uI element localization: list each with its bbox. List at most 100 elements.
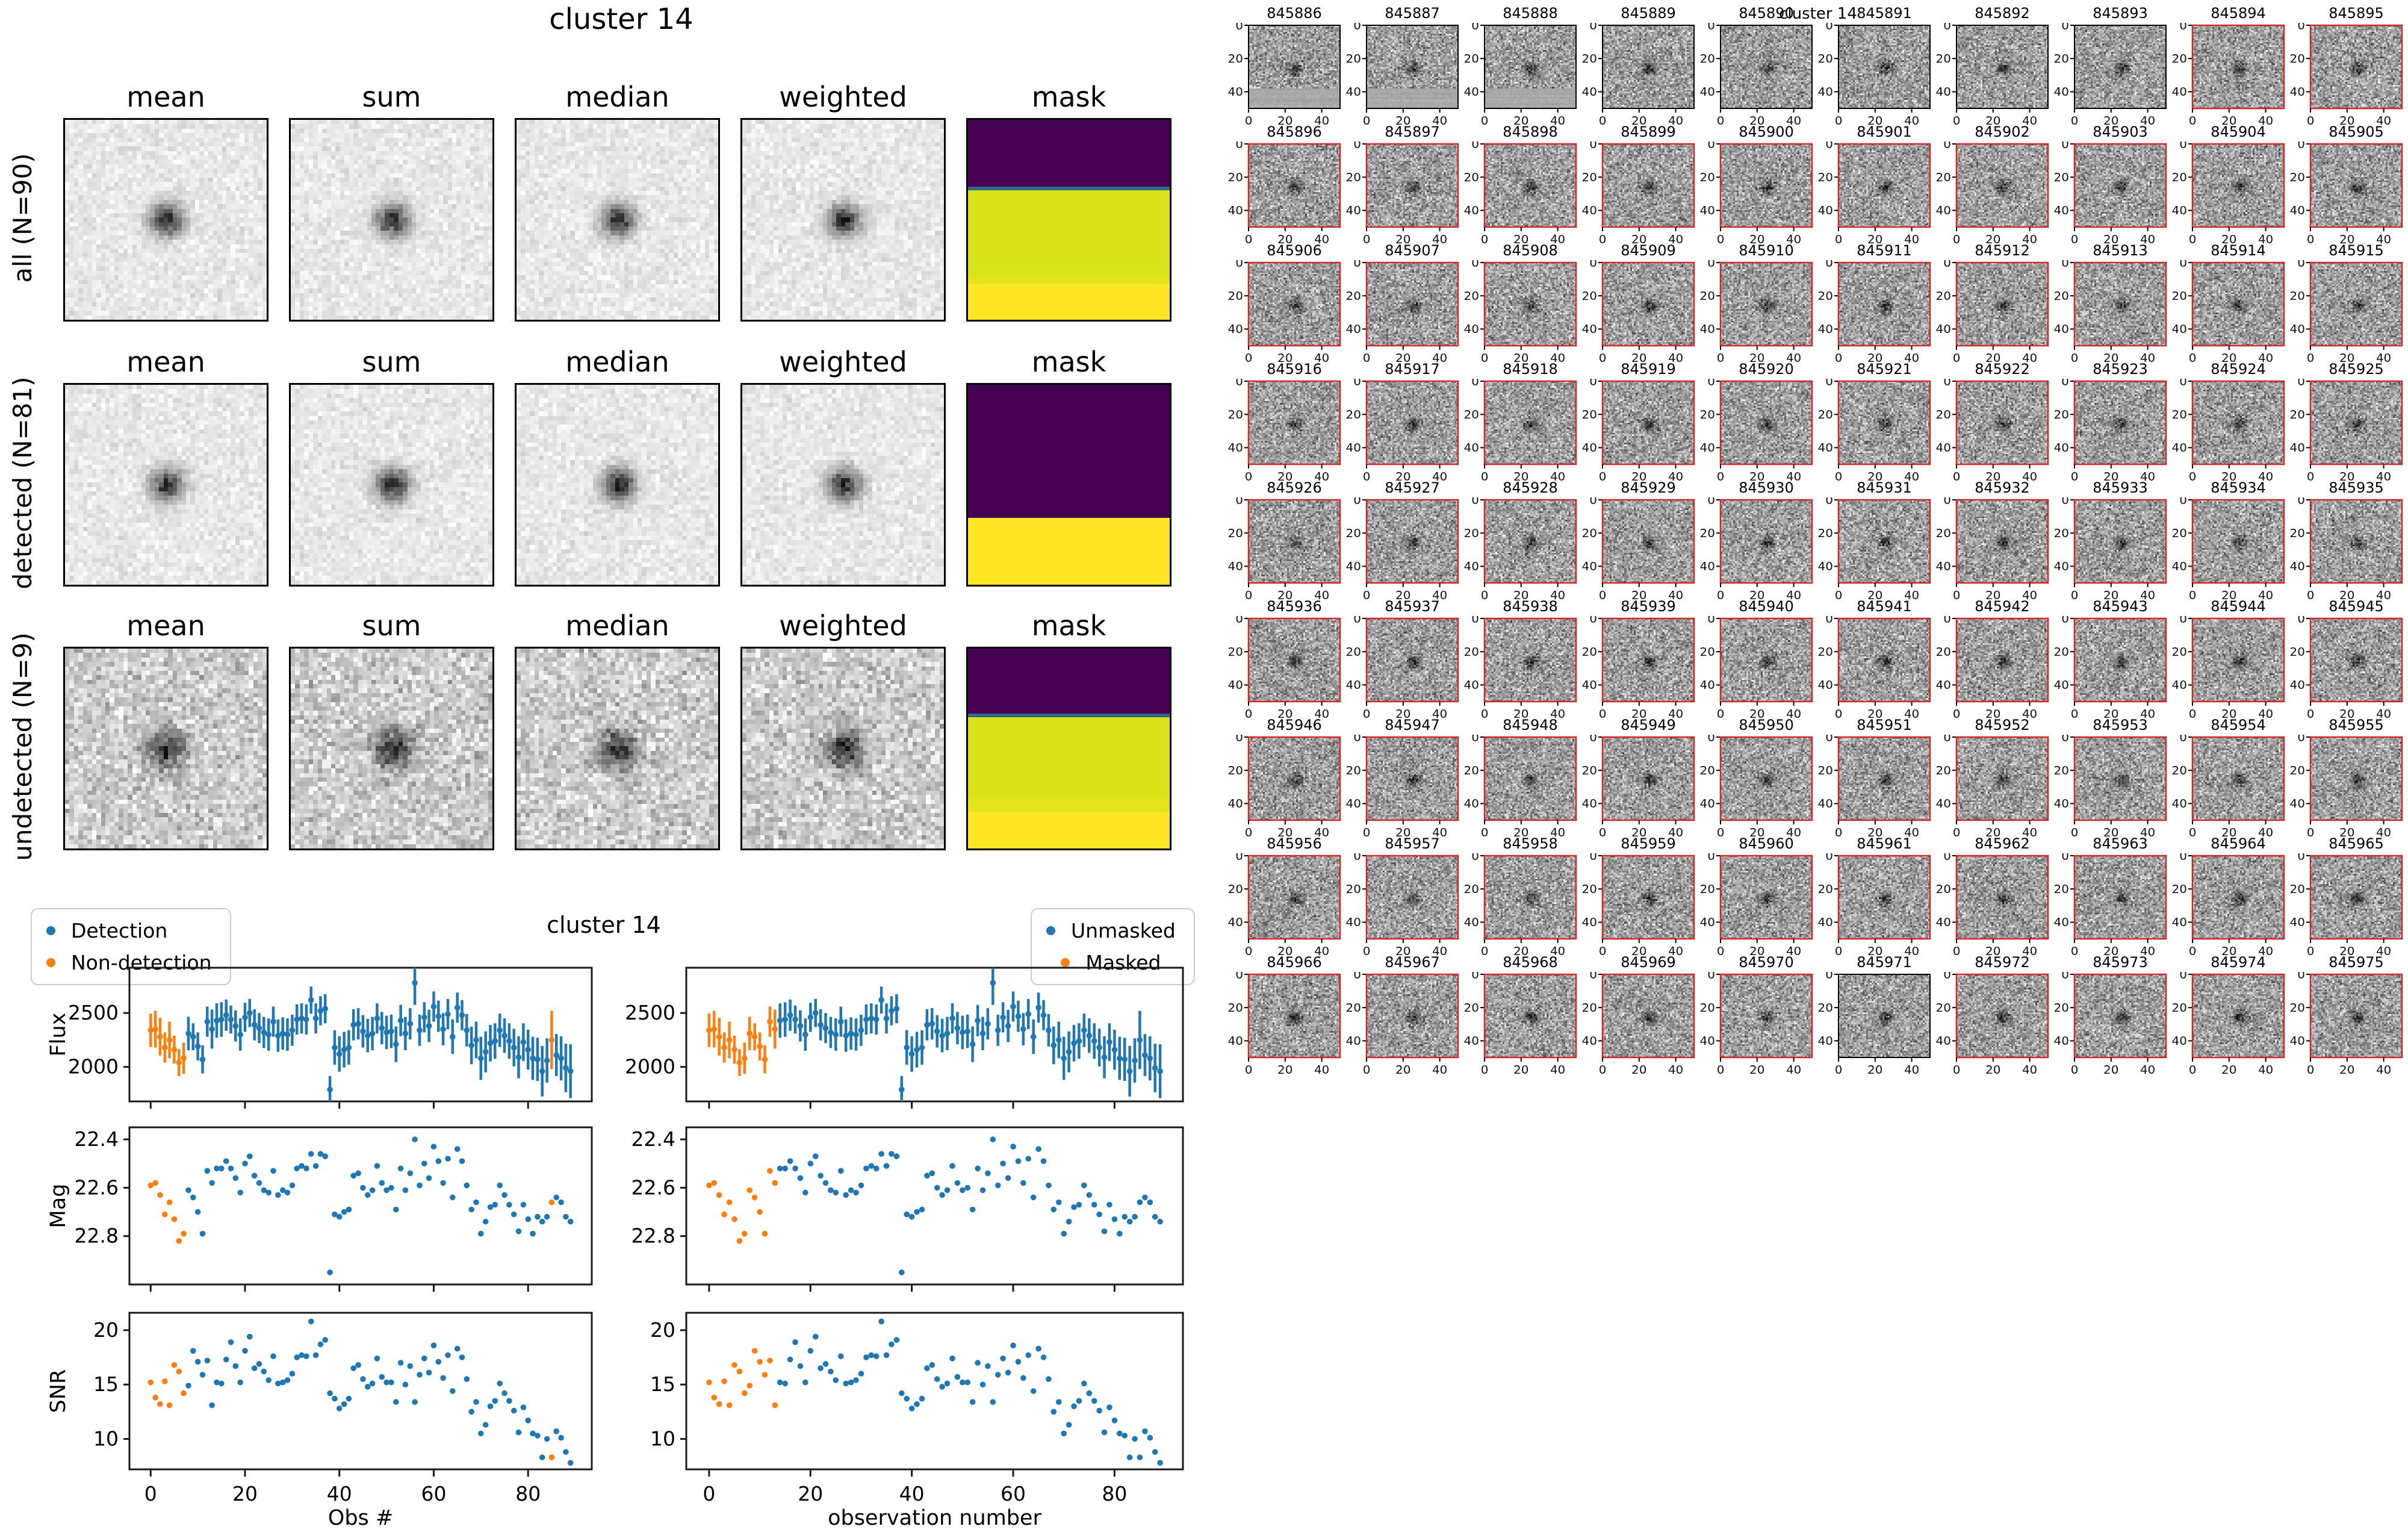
data-point [873,1165,880,1172]
data-point [426,1175,432,1182]
data-point [818,1022,824,1028]
data-point [567,1218,574,1225]
y-tick-label: 10 [650,1427,675,1450]
data-point [1020,1375,1026,1381]
data-point [863,1354,869,1360]
data-point [954,1025,961,1032]
thumbnail-image-845899 [1582,142,1700,248]
thumbnail-image-845935 [2290,497,2408,603]
data-point [711,1026,718,1032]
thumbnail-image-845898 [1464,142,1582,248]
data-point [284,1377,291,1383]
legend-label-unmasked: Unmasked [1071,919,1176,942]
data-point [863,1165,869,1172]
data-point [279,1379,286,1386]
data-point [397,1165,404,1172]
data-point [506,1038,512,1044]
data-point [1005,1023,1011,1029]
data-point [379,1374,385,1380]
data-point [934,1028,940,1035]
thumbnail-image-845937 [1346,616,1464,722]
thumbnail-title: 845915 [2329,242,2384,259]
thumbnail-title: 845892 [1975,5,2030,22]
data-point [1147,1434,1153,1441]
data-point [487,1403,494,1410]
data-point [204,1357,211,1364]
data-point [822,1180,829,1186]
masked-dot-icon [1061,958,1070,967]
thumbnail-title: 845887 [1385,5,1440,22]
thumbnail-image-845925 [2290,379,2408,485]
data-point [1056,1199,1062,1206]
data-point [190,1348,196,1354]
data-point [843,1380,849,1387]
data-point [482,1422,489,1428]
data-point [558,1055,564,1062]
data-point [1091,1398,1097,1404]
thumbnail-title: 845894 [2211,5,2266,22]
thumbnail-title: 845907 [1385,242,1440,259]
data-point [393,1041,399,1047]
data-point [1076,1038,1082,1044]
thumbnail-image-845962 [1936,853,2054,959]
data-point [1122,1433,1128,1439]
data-point [454,1345,461,1352]
thumbnail-image-845908 [1464,260,1582,366]
data-point [1015,1158,1022,1164]
data-point [563,1449,569,1455]
coadd-image-sum-row1 [289,383,494,587]
coadd-column-header: median [565,346,669,378]
data-point [807,1160,814,1166]
data-point [899,1390,905,1396]
data-point [544,1436,550,1442]
data-point [736,1059,743,1066]
thumbnail-title: 845927 [1385,479,1440,496]
thumbnail-image-845972 [1936,972,2054,1078]
thumbnail-image-845958 [1464,853,1582,959]
data-point [944,1030,951,1036]
data-point [899,1269,905,1275]
data-point [492,1398,498,1404]
data-point [1137,1037,1143,1043]
data-point [853,1377,859,1383]
thumbnail-title: 845920 [1739,361,1794,378]
y-tick-label: 22.6 [631,1175,675,1199]
data-point [782,1380,788,1387]
data-point [1005,1369,1011,1376]
data-point [219,1017,225,1023]
mask-image-row0 [966,118,1171,322]
data-point [402,1030,409,1036]
data-point [303,1017,309,1023]
data-point [492,1038,498,1044]
data-point [332,1395,338,1402]
data-point [435,1359,442,1365]
data-point [960,1187,966,1194]
thumbnail-title: 845901 [1857,123,1912,140]
data-point [868,1015,875,1021]
data-point [355,1021,361,1027]
thumbnail-title: 845959 [1621,835,1676,852]
data-point [848,1187,854,1194]
data-point [990,980,996,986]
data-point [261,1029,267,1036]
data-point [1056,1037,1062,1043]
data-point [265,1189,272,1196]
coadd-column-header: weighted [779,609,907,642]
x-tick-label: 20 [232,1482,258,1505]
thumbnail-image-845951 [1818,735,1936,841]
thumbnail-title: 845906 [1267,242,1322,259]
thumbnail-image-845891 [1818,23,1936,129]
data-point [553,1428,559,1434]
data-point [944,1187,951,1194]
data-point [157,1401,163,1407]
data-point [787,1158,793,1164]
data-point [853,1189,859,1196]
thumbnail-image-845930 [1700,497,1818,603]
data-point [317,1007,324,1014]
coadd-column-header: median [565,609,669,642]
data-point [1015,1359,1022,1365]
data-point [147,1379,154,1386]
data-point [1096,1044,1102,1051]
data-point [914,1209,920,1215]
data-point [336,1051,343,1057]
